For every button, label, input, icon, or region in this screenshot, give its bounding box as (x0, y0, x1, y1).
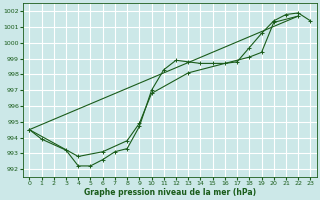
X-axis label: Graphe pression niveau de la mer (hPa): Graphe pression niveau de la mer (hPa) (84, 188, 256, 197)
